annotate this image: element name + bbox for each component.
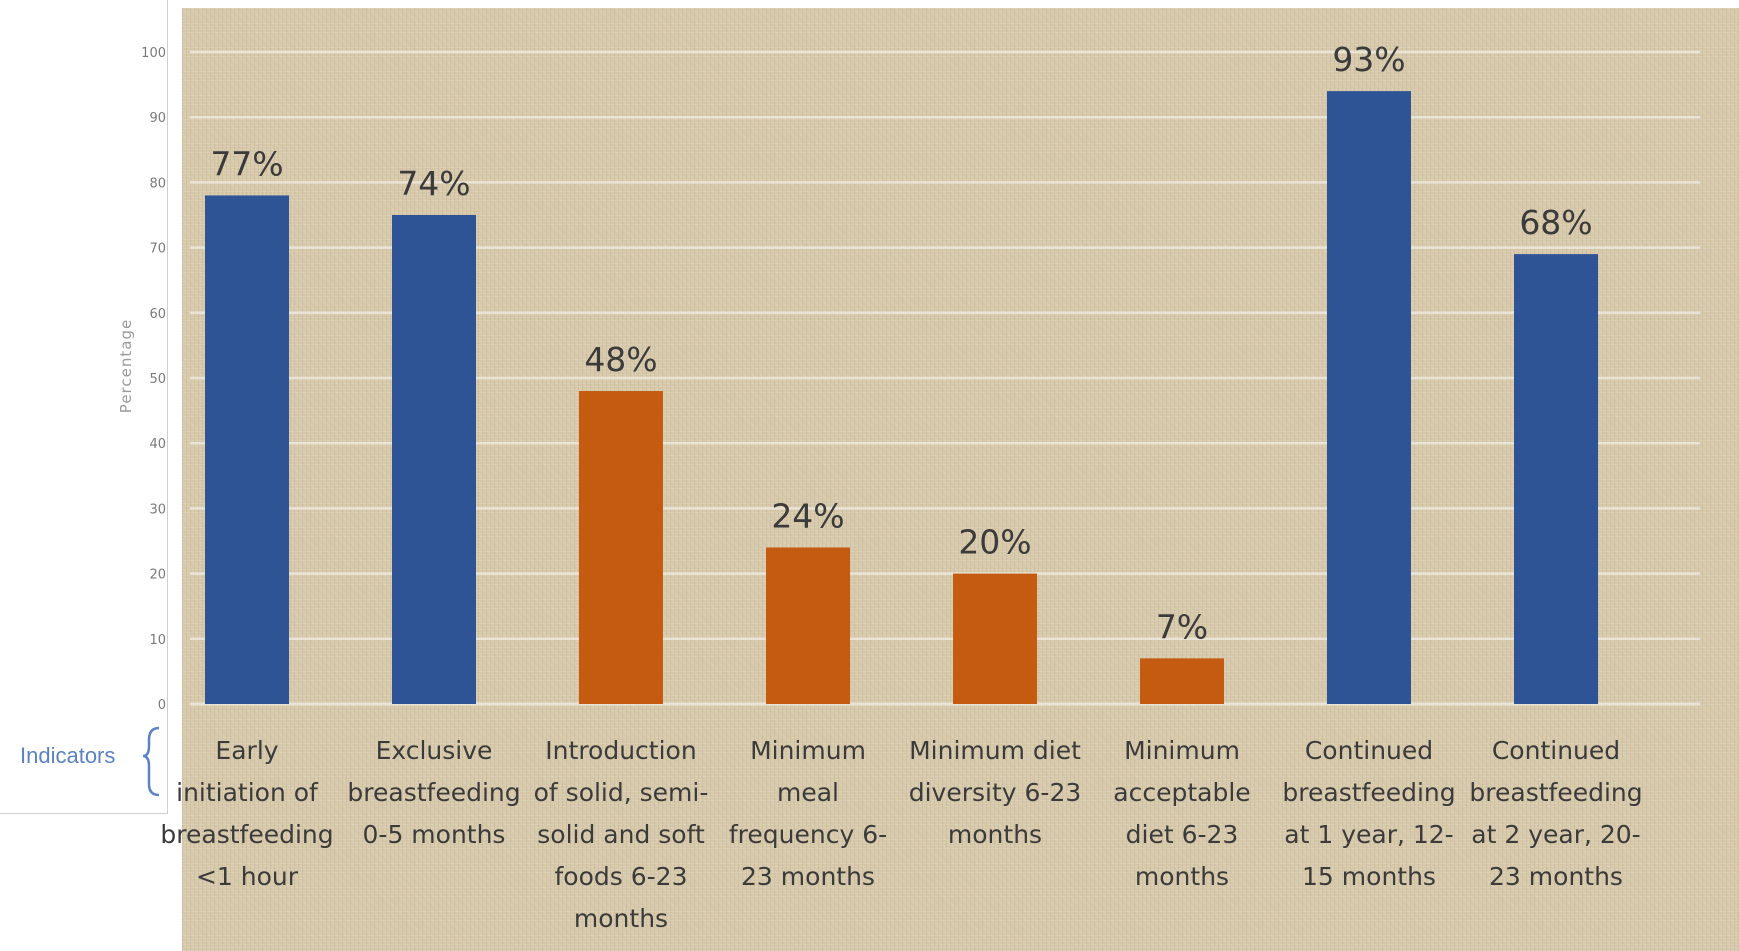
category-label-line: at 1 year, 12- [1284,820,1453,849]
y-tick-label: 0 [158,698,166,713]
category-label-line: 23 months [741,862,875,891]
data-label-5: 20% [958,523,1031,562]
y-tick-label: 60 [149,307,166,322]
curly-brace-icon [142,726,160,797]
data-label-8: 68% [1519,203,1592,242]
data-labels: 77% 74% 48% 24% 20% 7% 93% 68% [210,40,1592,646]
category-label-line: Minimum [1124,736,1240,765]
category-label-line: Minimum [750,736,866,765]
data-label-6: 7% [1156,607,1208,646]
category-label-line: 15 months [1302,862,1436,891]
category-label-line: at 2 year, 20- [1471,820,1640,849]
category-label-1: Early initiation of breastfeeding <1 hour [160,736,333,891]
category-label-2: Exclusive breastfeeding 0-5 months [347,736,520,849]
y-tick-label: 20 [149,568,166,583]
data-label-3: 48% [584,340,657,379]
category-label-line: diet 6-23 [1126,820,1239,849]
category-label-line: Early [215,736,278,765]
category-label-line: Continued [1305,736,1433,765]
category-label-line: breastfeeding [160,820,333,849]
category-label-line: Continued [1492,736,1620,765]
y-axis-ticks: 0 10 20 30 40 50 60 70 80 90 100 [141,46,166,713]
x-axis-title: Indicators [20,743,115,768]
category-label-line: Minimum diet [909,736,1081,765]
category-label-line: of solid, semi- [534,778,709,807]
bar-1 [205,195,289,704]
category-label-line: frequency 6- [729,820,887,849]
bars [205,91,1598,705]
bar-3 [579,391,663,704]
bar-6 [1140,658,1224,704]
category-label-line: initiation of [176,778,319,807]
category-labels: Early initiation of breastfeeding <1 hour Ex… [160,736,1642,933]
y-tick-label: 70 [149,242,166,257]
data-label-1: 77% [210,144,283,183]
category-label-line: foods 6-23 [555,862,688,891]
category-label-line: meal [777,778,839,807]
category-label-line: solid and soft [537,820,705,849]
category-label-line: 23 months [1489,862,1623,891]
data-label-2: 74% [397,164,470,203]
y-tick-label: 10 [149,633,166,648]
y-tick-label: 100 [141,46,166,61]
category-label-line: <1 hour [196,862,299,891]
y-axis-title: Percentage [117,319,135,413]
category-label-4: Minimum meal frequency 6- 23 months [729,736,887,891]
category-label-5: Minimum diet diversity 6-23 months [909,736,1082,849]
category-label-6: Minimum acceptable diet 6-23 months [1113,736,1250,891]
category-label-7: Continued breastfeeding at 1 year, 12- 15 m… [1282,736,1455,891]
category-label-8: Continued breastfeeding at 2 year, 20- 23 m… [1469,736,1642,891]
bar-2 [392,215,476,704]
data-label-4: 24% [771,497,844,536]
bar-8 [1514,254,1598,704]
category-label-line: acceptable [1113,778,1250,807]
data-label-7: 93% [1332,40,1405,79]
y-tick-label: 50 [149,372,166,387]
bar-7 [1327,91,1411,705]
category-label-3: Introduction of solid, semi-solid and sof… [534,736,709,933]
y-tick-label: 40 [149,437,166,452]
category-label-line: breastfeeding [347,778,520,807]
category-label-line: months [574,904,668,933]
side-panel [0,0,168,814]
category-label-line: breastfeeding [1469,778,1642,807]
category-label-line: diversity 6-23 [909,778,1082,807]
category-label-line: breastfeeding [1282,778,1455,807]
category-label-line: months [948,820,1042,849]
y-tick-label: 80 [149,176,166,191]
category-label-line: Exclusive [376,736,493,765]
category-label-line: 0-5 months [363,820,506,849]
y-tick-label: 90 [149,111,166,126]
bar-5 [953,573,1037,704]
y-tick-label: 30 [149,502,166,517]
bar-4 [766,547,850,704]
category-label-line: Introduction [545,736,696,765]
category-label-line: months [1135,862,1229,891]
